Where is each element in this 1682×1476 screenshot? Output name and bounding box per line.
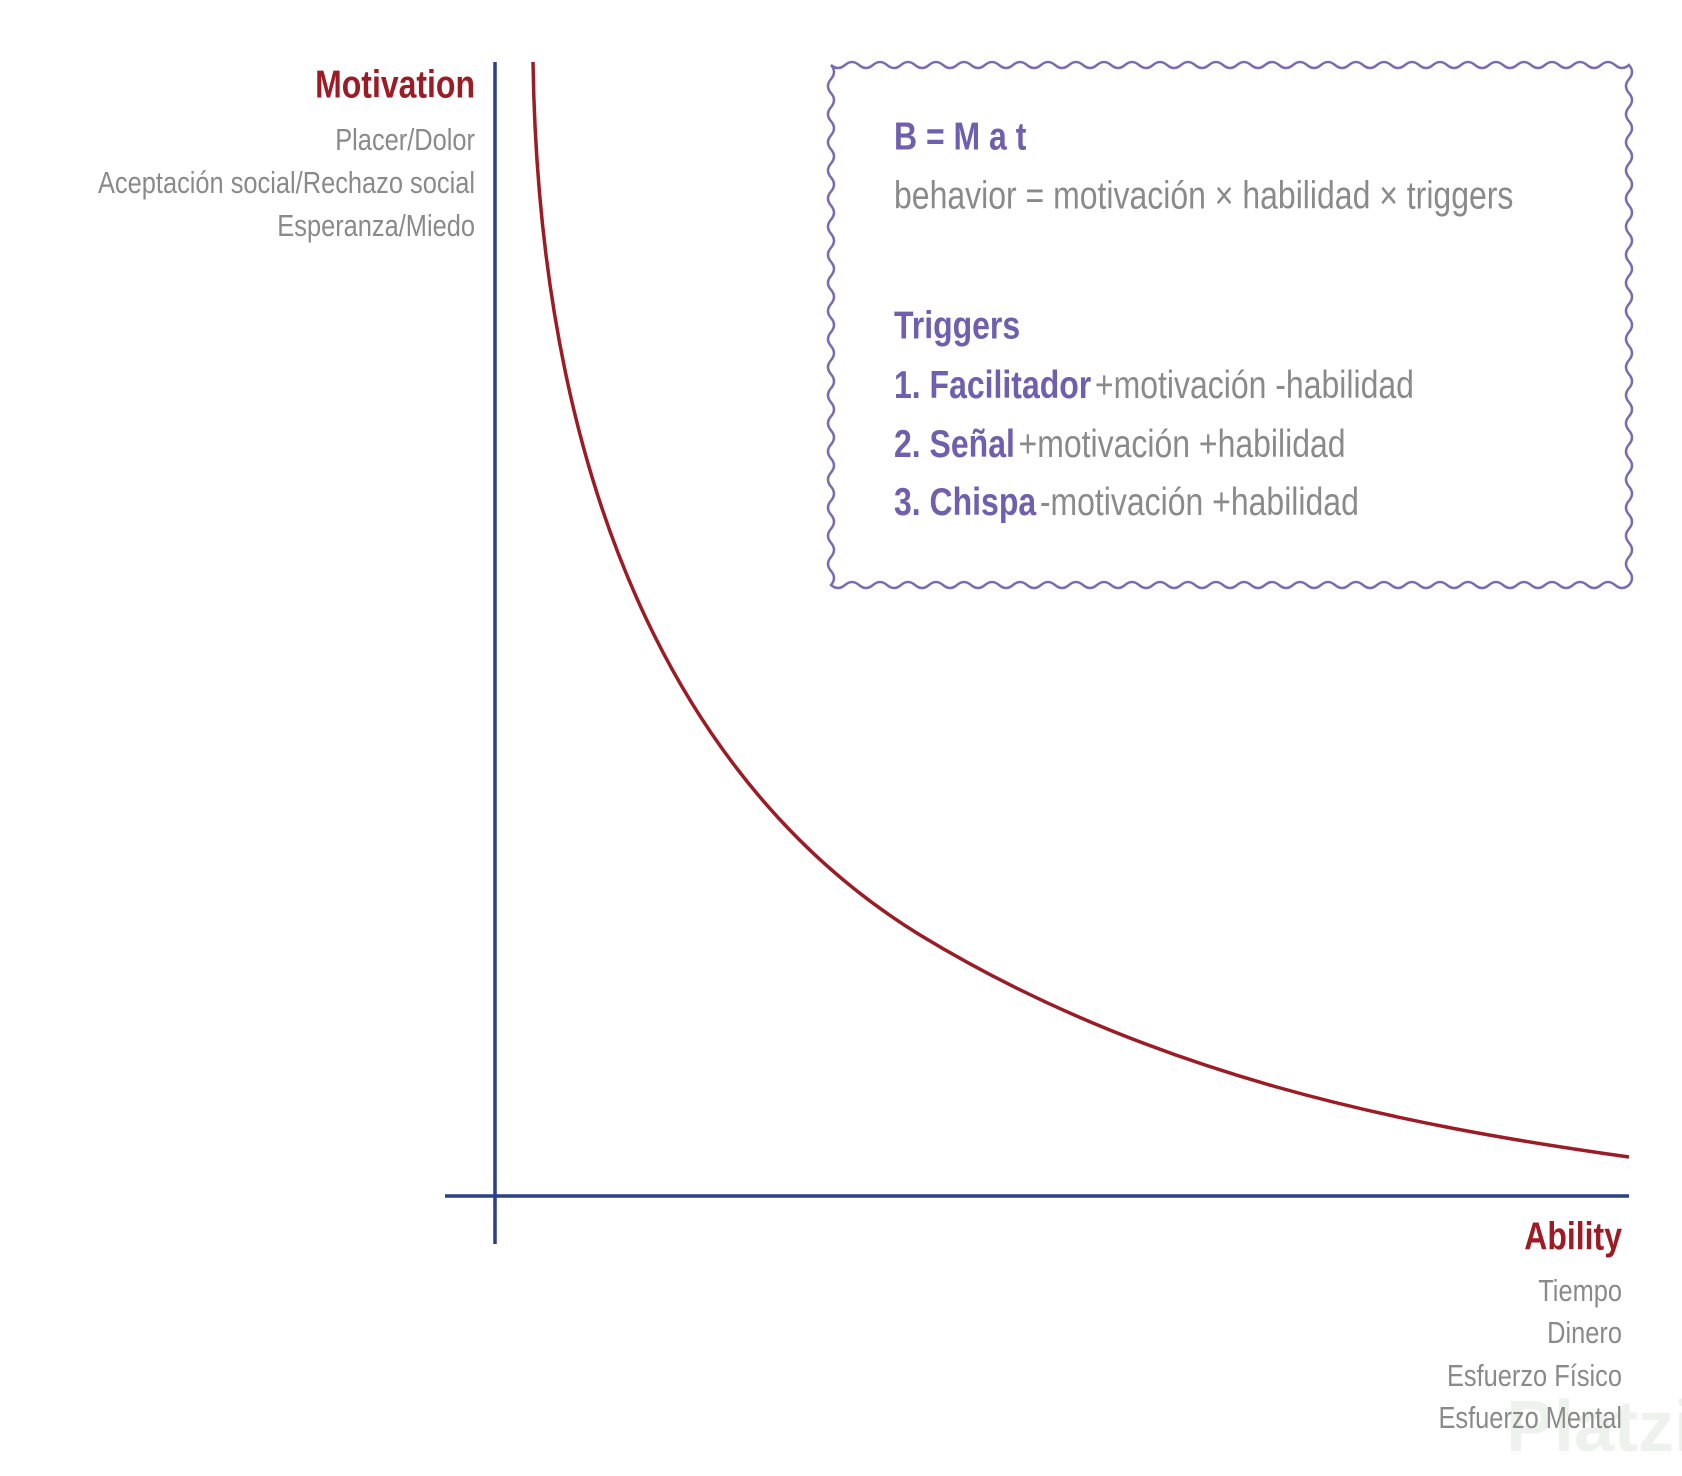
x-axis-item: Esfuerzo Físico [1447, 1359, 1622, 1394]
trigger-name: 2. Señal [894, 422, 1015, 466]
watermark: Platzi [1506, 1387, 1682, 1467]
x-axis-item: Tiempo [1538, 1274, 1622, 1309]
triggers-title: Triggers [894, 303, 1020, 347]
formula-description: behavior = motivación × habilidad × trig… [894, 173, 1513, 217]
trigger: 1. Facilitador +motivación -habilidad [894, 363, 1414, 407]
y-axis-item: Aceptación social/Rechazo social [98, 166, 475, 201]
formula: B = M a t [894, 114, 1026, 158]
trigger-effect: +motivación +habilidad [1019, 422, 1346, 466]
trigger-effect: +motivación -habilidad [1095, 363, 1414, 407]
trigger-name: 3. Chispa [894, 480, 1037, 524]
formula-box [826, 60, 1634, 590]
trigger: 3. Chispa -motivación +habilidad [894, 480, 1359, 524]
trigger: 2. Señal +motivación +habilidad [894, 422, 1346, 466]
trigger-name: 1. Facilitador [894, 363, 1091, 407]
x-axis-item: Dinero [1547, 1316, 1622, 1351]
x-axis-title: Ability [1524, 1214, 1622, 1258]
x-axis-item: Esfuerzo Mental [1438, 1401, 1622, 1436]
curve [531, 61, 1630, 1159]
y-axis-title: Motivation [315, 62, 475, 106]
trigger-effect: -motivación +habilidad [1040, 480, 1359, 524]
y-axis-item: Placer/Dolor [335, 123, 475, 158]
y-axis-item: Esperanza/Miedo [277, 209, 475, 244]
